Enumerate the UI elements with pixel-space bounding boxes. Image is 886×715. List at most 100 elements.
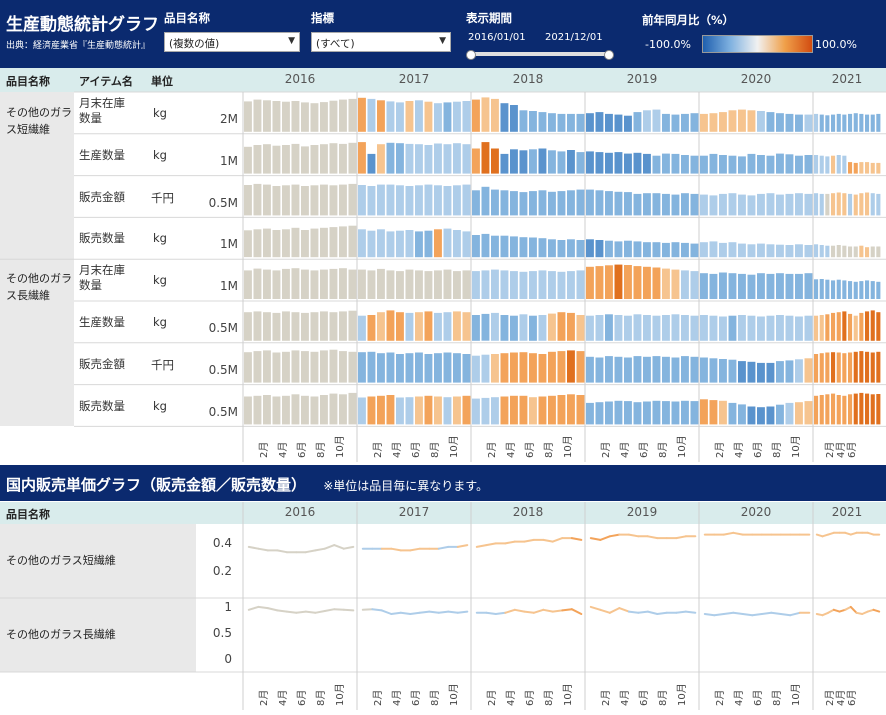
legend-min: -100.0% (645, 38, 691, 51)
bar (819, 353, 824, 383)
bar (870, 114, 875, 132)
bar (700, 155, 708, 174)
bar (643, 266, 651, 299)
bar (842, 395, 847, 425)
unit-price-long-tick-3: 0 (224, 652, 232, 666)
bar (282, 395, 290, 425)
bar (377, 144, 385, 174)
price-line-segment (399, 611, 412, 615)
bar (605, 113, 613, 132)
bar (386, 270, 395, 299)
bar (339, 351, 347, 383)
price-line-segment (849, 605, 858, 614)
bar (757, 362, 765, 383)
period-label: 表示期間 (466, 11, 512, 25)
bar (738, 404, 746, 425)
month-label: 8月 (429, 689, 441, 706)
bar (624, 265, 632, 299)
bar (481, 313, 490, 341)
bar (586, 151, 594, 174)
bar (633, 241, 642, 258)
bar (491, 397, 499, 425)
bar (443, 312, 452, 341)
bar (614, 264, 623, 299)
bar (831, 393, 836, 425)
bar (320, 227, 328, 258)
bar (529, 397, 537, 425)
bar (263, 184, 271, 216)
bar (557, 271, 566, 299)
bar (329, 143, 338, 174)
bar (776, 404, 784, 425)
bar (747, 110, 756, 132)
bar (472, 235, 480, 258)
bar (424, 184, 433, 216)
period-slider-track[interactable] (470, 52, 610, 56)
bar (386, 395, 395, 425)
bar (738, 194, 746, 216)
bar (804, 273, 813, 299)
price-line-segment (314, 610, 326, 614)
bar (320, 350, 328, 383)
bar (876, 281, 881, 299)
bar (681, 400, 689, 425)
bar (848, 394, 853, 425)
bar (825, 394, 830, 425)
bar (595, 240, 604, 258)
bar (766, 244, 775, 258)
month-label: 4月 (733, 689, 745, 706)
bar (865, 280, 870, 299)
bar (586, 113, 594, 132)
year-header-2020: 2020 (740, 72, 772, 86)
bar (853, 281, 858, 299)
price-line-segment (542, 608, 554, 613)
bar (681, 356, 689, 383)
bar (339, 99, 347, 132)
bar (538, 238, 547, 258)
bar (586, 266, 594, 299)
bar (339, 226, 347, 258)
bar (415, 231, 423, 258)
bar (633, 266, 642, 299)
month-label: 6月 (296, 689, 308, 706)
bar (329, 312, 338, 341)
bar (329, 185, 338, 216)
period-slider-start-handle[interactable] (466, 50, 476, 60)
bar (819, 395, 824, 425)
period-slider-end-handle[interactable] (604, 50, 614, 60)
bar (253, 311, 262, 341)
bar (865, 351, 870, 383)
bar (795, 155, 803, 174)
bar (690, 243, 699, 258)
bar (282, 311, 290, 341)
price-line-segment (703, 613, 716, 617)
bar (263, 395, 271, 425)
bar (700, 357, 708, 383)
item-filter-dropdown[interactable]: (複数の値) ▼ (164, 32, 300, 52)
category-label-short-fiber: その他のガラス短繊維 (6, 106, 72, 136)
price-line-segment (589, 537, 602, 541)
bar (282, 185, 290, 216)
metric-filter-dropdown[interactable]: (すべて) ▼ (311, 32, 451, 52)
bar (567, 150, 575, 174)
bar (785, 273, 794, 299)
bar (529, 111, 537, 132)
bar (643, 110, 651, 132)
row-unit-label: kg (153, 398, 167, 413)
unit-price-title: 国内販売単価グラフ（販売金額／販売数量） ※単位は品目毎に異なります。 (6, 474, 488, 495)
bar (301, 146, 309, 174)
bar (500, 190, 509, 216)
bar (424, 230, 433, 258)
bar (396, 102, 404, 132)
bar (481, 354, 490, 383)
bar (825, 193, 830, 216)
year-header-2018: 2018 (512, 505, 544, 519)
row-axis-label: 0.5M (208, 362, 238, 377)
bar (434, 229, 442, 258)
bar (510, 149, 518, 174)
bar (415, 396, 423, 425)
bar (358, 352, 366, 383)
bar (681, 270, 689, 299)
bar (282, 229, 290, 258)
bar (614, 241, 623, 258)
